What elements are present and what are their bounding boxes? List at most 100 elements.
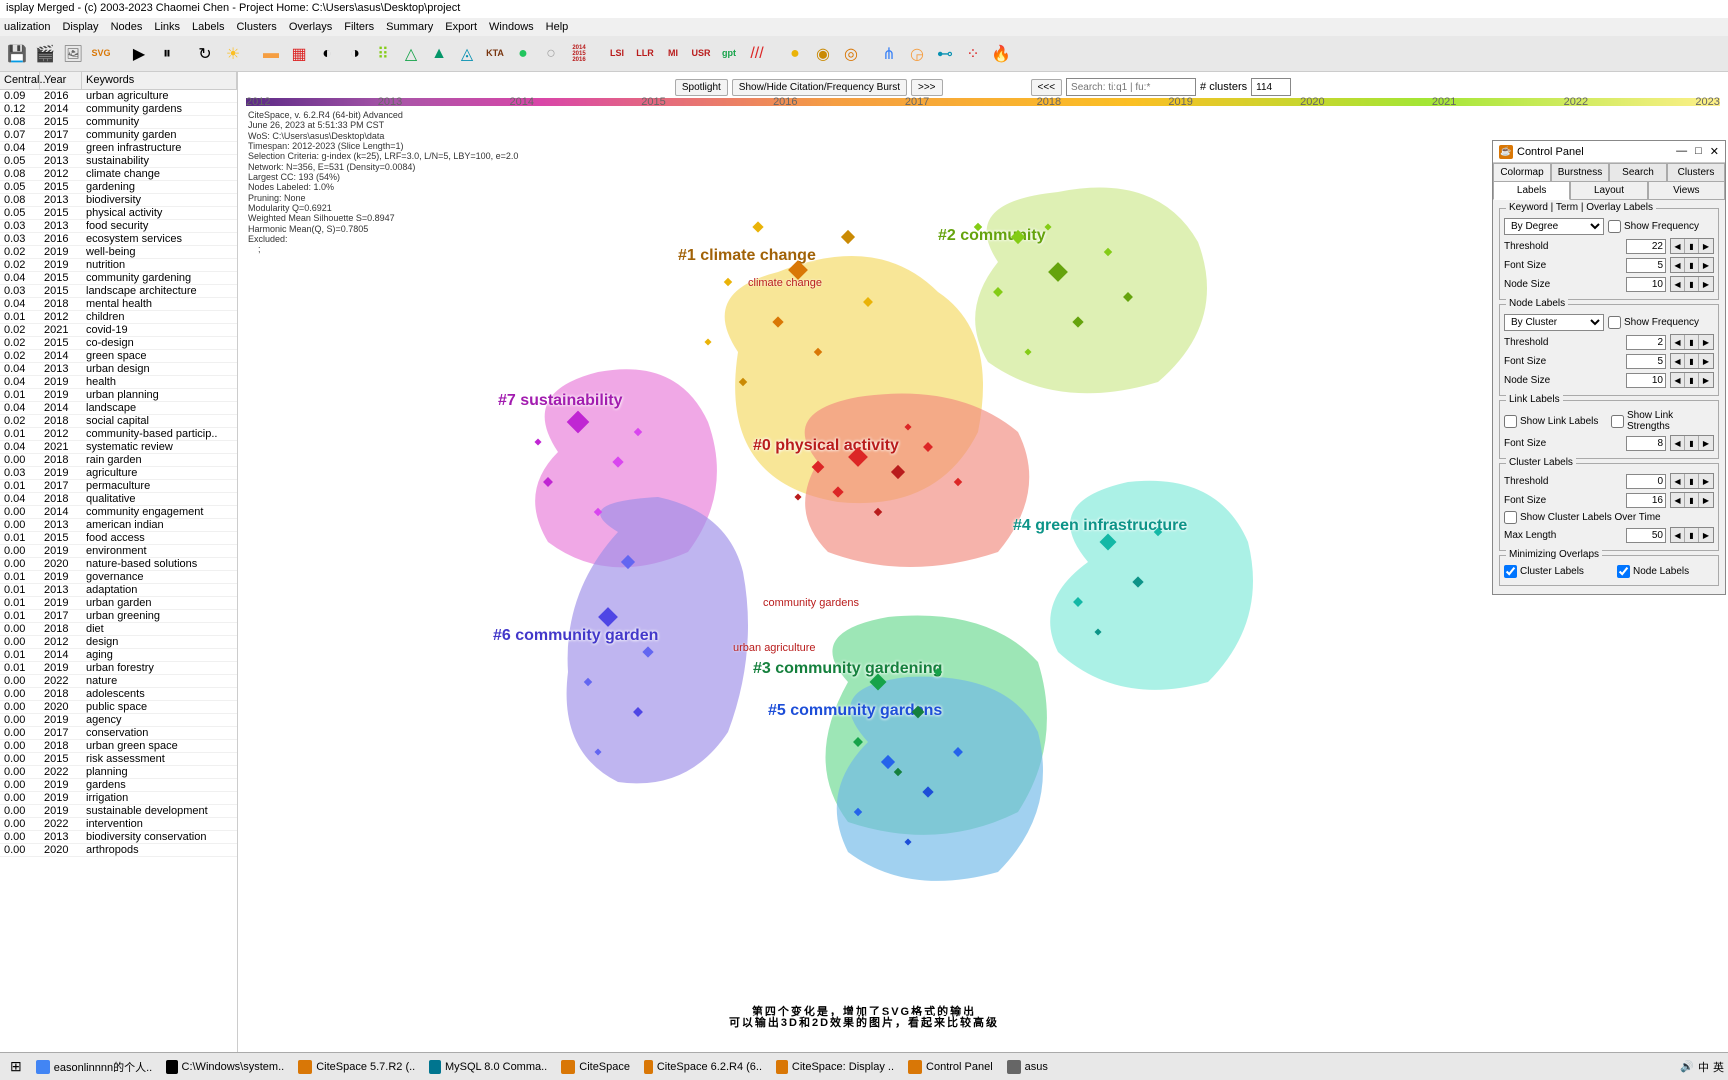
table-row[interactable]: 0.032013food security: [0, 220, 237, 233]
term-threshold-input[interactable]: [1626, 239, 1666, 254]
net4-icon[interactable]: ⁘: [960, 41, 986, 67]
panel-tab-clusters[interactable]: Clusters: [1667, 163, 1725, 181]
table-row[interactable]: 0.122014community gardens: [0, 103, 237, 116]
menu-links[interactable]: Links: [154, 21, 180, 33]
taskbar-item-cmd1[interactable]: C:\Windows\system..: [160, 1056, 290, 1078]
control-panel-window[interactable]: ☕ Control Panel — □ ✕ ColormapBurstnessS…: [1492, 140, 1726, 595]
system-tray[interactable]: 🔊中英: [1680, 1059, 1724, 1075]
link-fontsize-input[interactable]: [1626, 436, 1666, 451]
menu-export[interactable]: Export: [445, 21, 477, 33]
bw1-icon[interactable]: ◐: [314, 41, 340, 67]
kta-icon[interactable]: KTA: [482, 41, 508, 67]
table-row[interactable]: 0.012019urban garden: [0, 597, 237, 610]
grid-icon[interactable]: ▦: [286, 41, 312, 67]
menu-summary[interactable]: Summary: [386, 21, 433, 33]
menu-overlays[interactable]: Overlays: [289, 21, 332, 33]
menu-labels[interactable]: Labels: [192, 21, 224, 33]
taskbar-item-mysql[interactable]: MySQL 8.0 Comma..: [423, 1056, 553, 1078]
panel-tab-burstness[interactable]: Burstness: [1551, 163, 1609, 181]
tree1-icon[interactable]: △: [398, 41, 424, 67]
usr-icon[interactable]: USR: [688, 41, 714, 67]
table-row[interactable]: 0.012012community-based particip..: [0, 428, 237, 441]
save-icon[interactable]: 💾: [4, 41, 30, 67]
table-row[interactable]: 0.022015co-design: [0, 337, 237, 350]
table-row[interactable]: 0.002018urban green space: [0, 740, 237, 753]
table-row[interactable]: 0.012017urban greening: [0, 610, 237, 623]
table-row[interactable]: 0.032019agriculture: [0, 467, 237, 480]
panel-tab-search[interactable]: Search: [1609, 163, 1667, 181]
table-row[interactable]: 0.042015community gardening: [0, 272, 237, 285]
table-row[interactable]: 0.002022nature: [0, 675, 237, 688]
tree3-icon[interactable]: ◬: [454, 41, 480, 67]
table-row[interactable]: 0.002012design: [0, 636, 237, 649]
cluster-maxlen-input[interactable]: [1626, 528, 1666, 543]
term-degree-select[interactable]: By Degree: [1504, 218, 1604, 235]
table-row[interactable]: 0.002018diet: [0, 623, 237, 636]
net3-icon[interactable]: ⊷: [932, 41, 958, 67]
taskbar-item-display[interactable]: CiteSpace: Display ..: [770, 1056, 900, 1078]
play-icon[interactable]: ▶: [126, 41, 152, 67]
camera-icon[interactable]: 🎬: [32, 41, 58, 67]
start-button[interactable]: ⊞: [4, 1056, 28, 1078]
tree2-icon[interactable]: ▲: [426, 41, 452, 67]
clusters-count-input[interactable]: [1251, 78, 1291, 96]
table-row[interactable]: 0.002020arthropods: [0, 844, 237, 857]
term-degree-freq-cb[interactable]: Show Frequency: [1608, 220, 1714, 233]
bw2-icon[interactable]: ◑: [342, 41, 368, 67]
pause-icon[interactable]: ⏸: [154, 41, 180, 67]
net2-icon[interactable]: ◶: [904, 41, 930, 67]
close-icon[interactable]: ✕: [1710, 145, 1719, 158]
term-nodesize-input[interactable]: [1626, 277, 1666, 292]
llr-icon[interactable]: LLR: [632, 41, 658, 67]
table-row[interactable]: 0.032015landscape architecture: [0, 285, 237, 298]
forward-button[interactable]: >>>: [911, 79, 943, 96]
taskbar-item-cs[interactable]: CiteSpace: [555, 1056, 636, 1078]
table-row[interactable]: 0.052015gardening: [0, 181, 237, 194]
table-row[interactable]: 0.082015community: [0, 116, 237, 129]
table-row[interactable]: 0.002022intervention: [0, 818, 237, 831]
svg-icon[interactable]: SVG: [88, 41, 114, 67]
col-year[interactable]: Year: [40, 72, 82, 89]
panel-tab-colormap[interactable]: Colormap: [1493, 163, 1551, 181]
menu-nodes[interactable]: Nodes: [111, 21, 143, 33]
menu-filters[interactable]: Filters: [344, 21, 374, 33]
cluster-threshold-input[interactable]: [1626, 474, 1666, 489]
cluster-fontsize-input[interactable]: [1626, 493, 1666, 508]
table-row[interactable]: 0.012014aging: [0, 649, 237, 662]
spotlight-button[interactable]: Spotlight: [675, 79, 728, 96]
table-row[interactable]: 0.002019environment: [0, 545, 237, 558]
lsi-icon[interactable]: LSI: [604, 41, 630, 67]
taskbar-item-cp[interactable]: Control Panel: [902, 1056, 999, 1078]
table-row[interactable]: 0.012013adaptation: [0, 584, 237, 597]
panel-subtab-layout[interactable]: Layout: [1570, 181, 1647, 200]
table-row[interactable]: 0.092016urban agriculture: [0, 90, 237, 103]
circle-icon[interactable]: ○: [538, 41, 564, 67]
menu-help[interactable]: Help: [546, 21, 569, 33]
table-row[interactable]: 0.002022planning: [0, 766, 237, 779]
link-labels-cb[interactable]: Show Link Labels: [1504, 415, 1607, 428]
table-row[interactable]: 0.002018rain garden: [0, 454, 237, 467]
sun-icon[interactable]: ☀: [220, 41, 246, 67]
viz-search-input[interactable]: [1066, 78, 1196, 96]
table-row[interactable]: 0.002019agency: [0, 714, 237, 727]
node-cluster-freq-cb[interactable]: Show Frequency: [1608, 316, 1714, 329]
node-fontsize-input[interactable]: [1626, 354, 1666, 369]
taskbar-item-chrome[interactable]: easonlinnnn的个人..: [30, 1056, 158, 1078]
bars-icon[interactable]: ///: [744, 41, 770, 67]
refresh-icon[interactable]: ↻: [192, 41, 218, 67]
table-row[interactable]: 0.032016ecosystem services: [0, 233, 237, 246]
minimize-icon[interactable]: —: [1676, 145, 1687, 158]
overlap-cluster-cb[interactable]: Cluster Labels: [1504, 565, 1601, 578]
table-row[interactable]: 0.012015food access: [0, 532, 237, 545]
showhide-burst-button[interactable]: Show/Hide Citation/Frequency Burst: [732, 79, 907, 96]
png-icon[interactable]: 🖼: [60, 41, 86, 67]
node-cluster-select[interactable]: By Cluster: [1504, 314, 1604, 331]
table-row[interactable]: 0.012019urban planning: [0, 389, 237, 402]
table-row[interactable]: 0.022018social capital: [0, 415, 237, 428]
table-row[interactable]: 0.042018qualitative: [0, 493, 237, 506]
table-row[interactable]: 0.002014community engagement: [0, 506, 237, 519]
menu-clusters[interactable]: Clusters: [236, 21, 276, 33]
back-button[interactable]: <<<: [1031, 79, 1063, 96]
table-row[interactable]: 0.002017conservation: [0, 727, 237, 740]
node2-icon[interactable]: ◉: [810, 41, 836, 67]
